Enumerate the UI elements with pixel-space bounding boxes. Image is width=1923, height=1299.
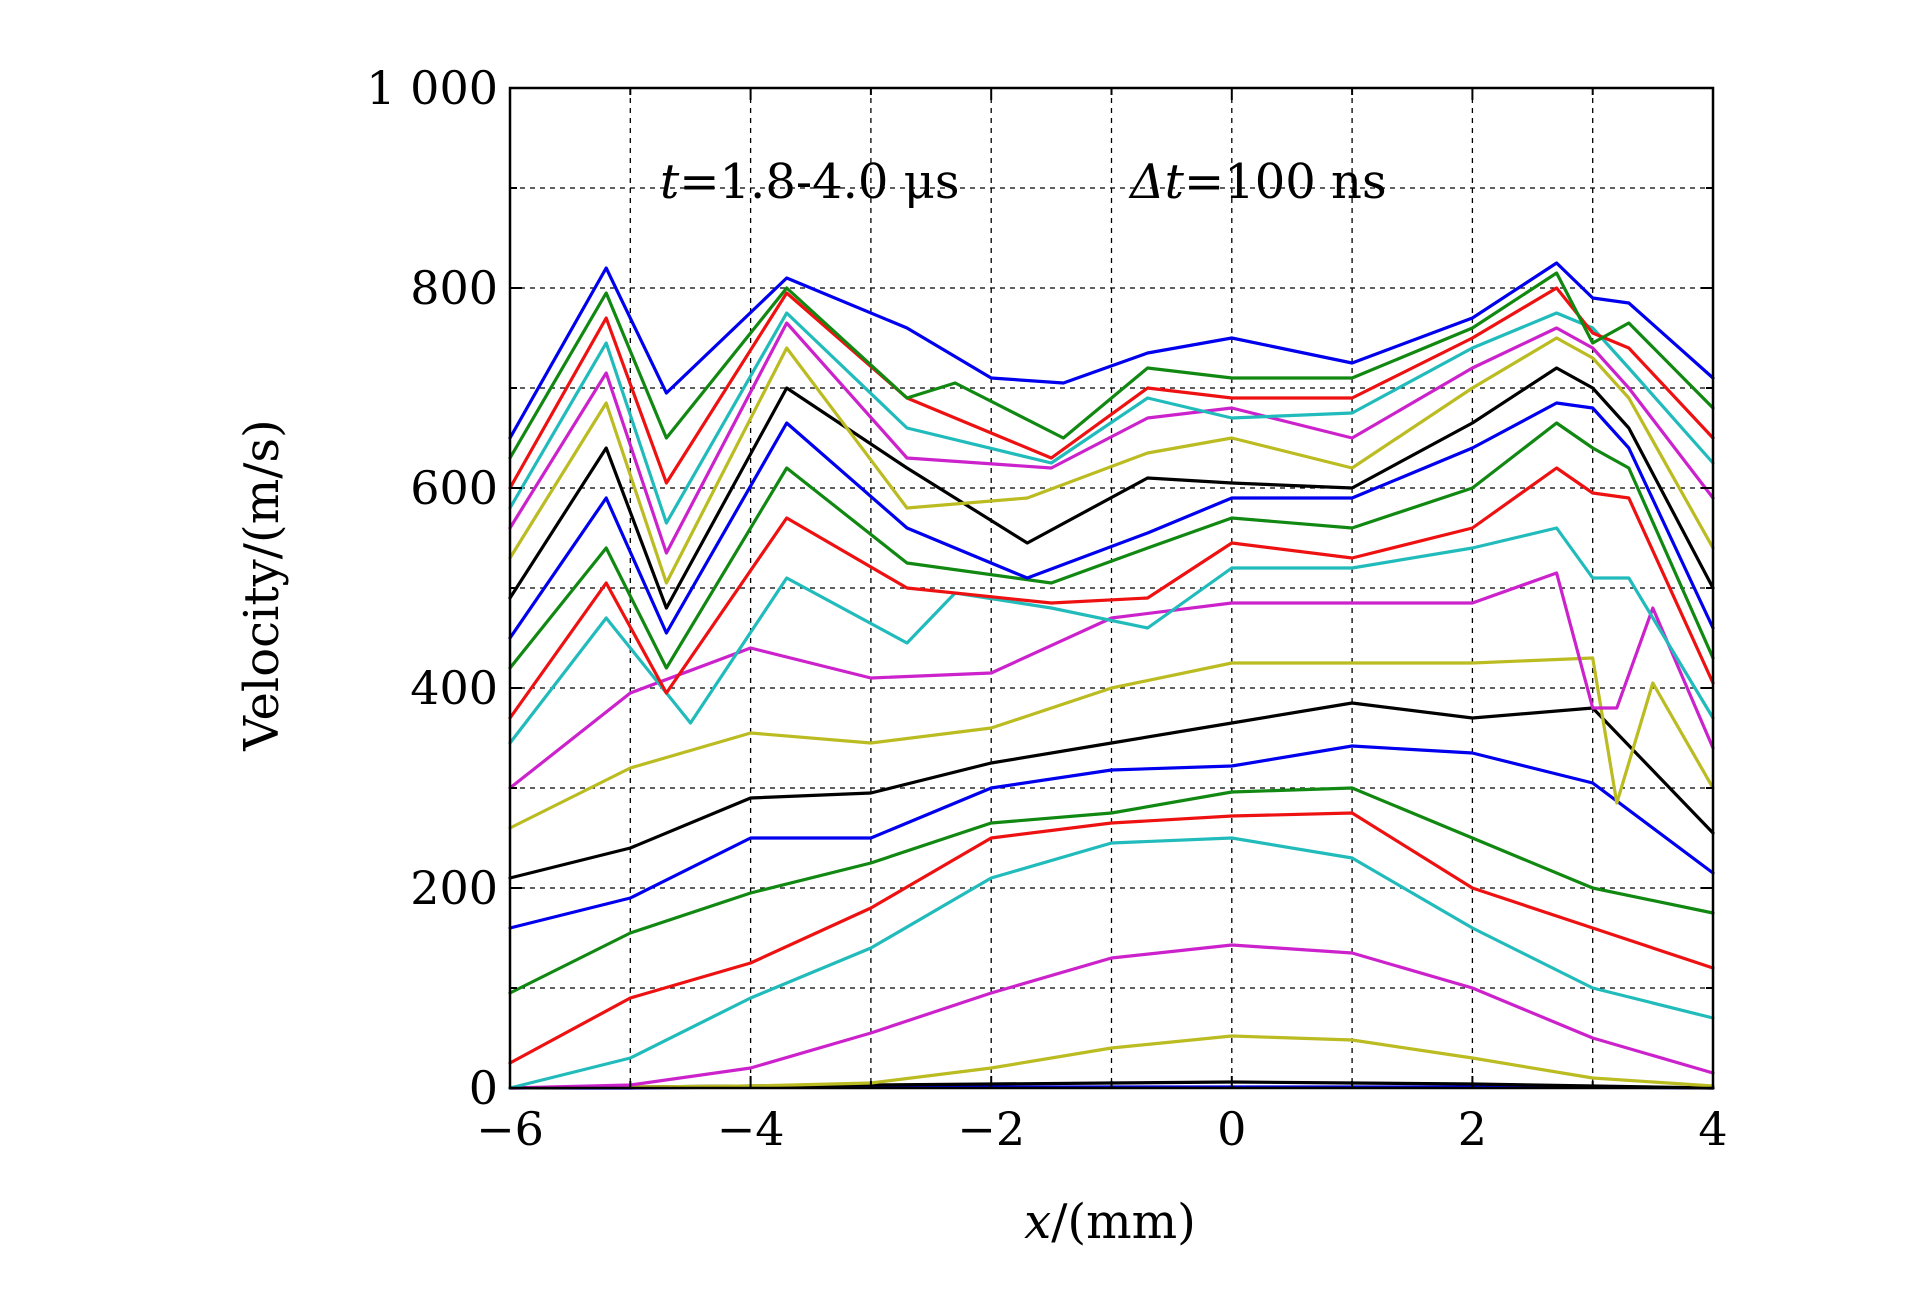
annotation-time-text: =1.8-4.0 μs (679, 154, 959, 210)
y-tick-label: 200 (410, 861, 498, 915)
x-axis-label: x/(mm) (1024, 1194, 1196, 1250)
series-line-t21 (508, 271, 1715, 460)
y-axis-label: Velocity/(m/s) (234, 419, 290, 752)
series-line-t18 (508, 321, 1715, 555)
series-line-t11 (508, 571, 1715, 790)
x-tick-label: −2 (957, 1102, 1025, 1156)
x-tick-label: 2 (1458, 1102, 1487, 1156)
x-tick-label: −4 (717, 1102, 785, 1156)
series-line-t17 (508, 336, 1715, 585)
grid-lines (510, 88, 1713, 1088)
series-line-t22 (508, 261, 1715, 440)
x-axis-label-unit: /(mm) (1051, 1194, 1196, 1250)
annotation-step-text: =100 ns (1184, 154, 1387, 210)
series-layer (508, 261, 1715, 1090)
series-line-t5 (508, 836, 1715, 1090)
annotation-time-range: t=1.8-4.0 μs (660, 154, 960, 210)
series-line-t4 (508, 943, 1715, 1090)
series-line-t10 (508, 656, 1715, 830)
x-axis-label-var: x (1024, 1194, 1051, 1250)
y-tick-label: 600 (410, 461, 498, 515)
series-line-t12 (508, 526, 1715, 745)
y-tick-label: 400 (410, 661, 498, 715)
series-line-t7 (508, 786, 1715, 995)
series-line-t15 (508, 401, 1715, 640)
series-line-t13 (508, 466, 1715, 720)
series-line-t9 (508, 701, 1715, 880)
series-line-t20 (508, 286, 1715, 490)
series-line-t8 (508, 744, 1715, 930)
y-tick-label: 0 (469, 1061, 498, 1115)
annotation-time-var: t (660, 154, 680, 210)
x-tick-label: −6 (476, 1102, 544, 1156)
y-tick-label: 800 (410, 261, 498, 315)
series-line-t16 (508, 366, 1715, 610)
x-tick-label: 0 (1217, 1102, 1246, 1156)
annotation-time-step: Δt=100 ns (1128, 154, 1387, 210)
series-line-t3 (508, 1034, 1715, 1090)
tick-marks (509, 87, 1714, 1089)
annotation-step-var: Δt (1128, 154, 1185, 210)
x-tick-label: 4 (1698, 1102, 1727, 1156)
series-line-t14 (508, 421, 1715, 670)
tick-labels: −6 −4 −2 0 2 4 0 200 400 600 800 1 000 (366, 61, 1727, 1156)
series-line-t6 (508, 811, 1715, 1065)
y-tick-label: 1 000 (366, 61, 498, 115)
